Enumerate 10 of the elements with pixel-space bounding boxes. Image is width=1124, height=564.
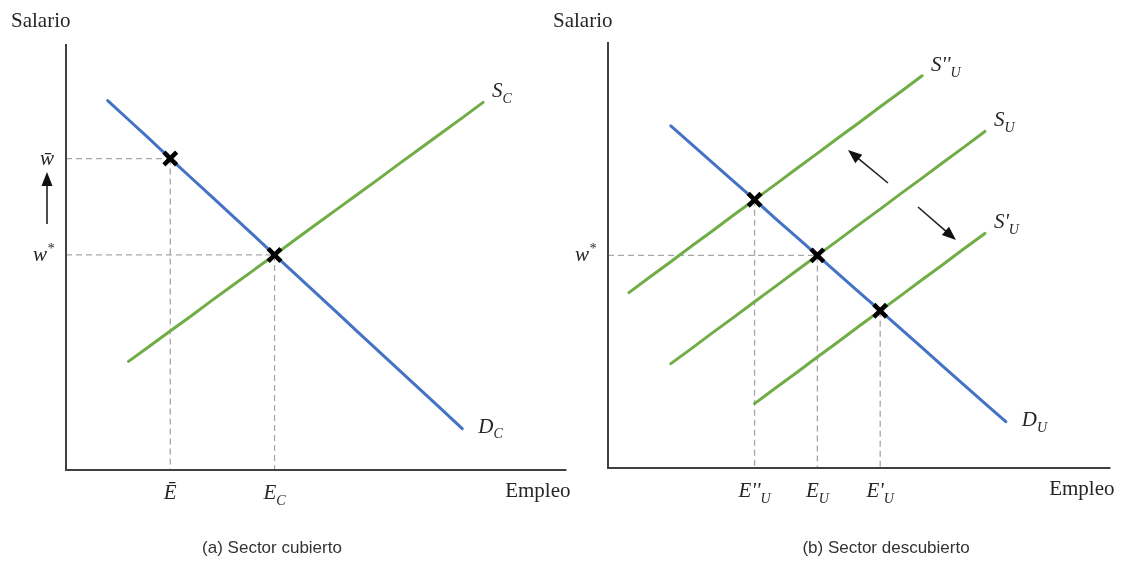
y-axis-title: Salario <box>11 8 71 32</box>
x-axis-title: Empleo <box>1049 476 1115 500</box>
x-tick-label: Ē <box>162 480 177 504</box>
annotation: w* <box>574 241 596 267</box>
text: (b) Sector descubierto <box>802 538 970 557</box>
annotation: w* <box>32 240 54 266</box>
annotation: w̄ <box>39 145 55 170</box>
x-axis-title: Empleo <box>505 478 571 502</box>
text: (a) Sector cubierto <box>202 538 342 557</box>
y-axis-title: Salario <box>553 8 613 32</box>
